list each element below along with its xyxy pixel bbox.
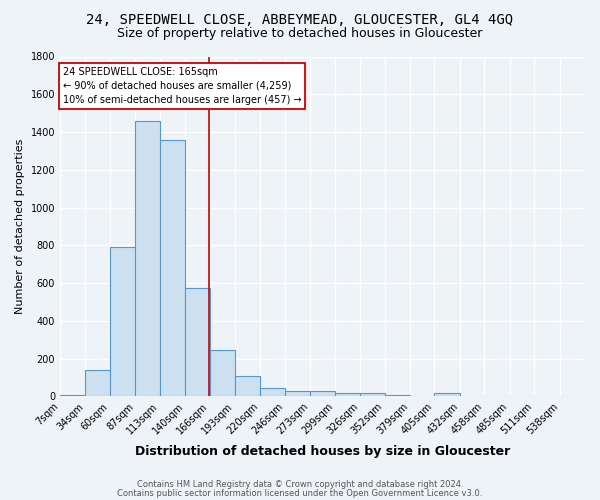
Text: 24, SPEEDWELL CLOSE, ABBEYMEAD, GLOUCESTER, GL4 4GQ: 24, SPEEDWELL CLOSE, ABBEYMEAD, GLOUCEST… xyxy=(86,12,514,26)
Bar xyxy=(185,288,209,397)
Text: 24 SPEEDWELL CLOSE: 165sqm
← 90% of detached houses are smaller (4,259)
10% of s: 24 SPEEDWELL CLOSE: 165sqm ← 90% of deta… xyxy=(63,67,301,105)
Bar xyxy=(385,394,410,396)
Bar xyxy=(310,392,335,396)
Bar xyxy=(85,370,110,396)
Text: Contains public sector information licensed under the Open Government Licence v3: Contains public sector information licen… xyxy=(118,488,482,498)
Bar xyxy=(434,392,460,396)
Bar xyxy=(160,140,185,396)
Text: Contains HM Land Registry data © Crown copyright and database right 2024.: Contains HM Land Registry data © Crown c… xyxy=(137,480,463,489)
Bar xyxy=(209,350,235,397)
Text: Size of property relative to detached houses in Gloucester: Size of property relative to detached ho… xyxy=(118,28,482,40)
Y-axis label: Number of detached properties: Number of detached properties xyxy=(15,139,25,314)
Bar xyxy=(60,394,85,396)
Bar xyxy=(260,388,285,396)
Bar xyxy=(136,120,160,396)
X-axis label: Distribution of detached houses by size in Gloucester: Distribution of detached houses by size … xyxy=(135,444,510,458)
Bar xyxy=(285,392,310,396)
Bar xyxy=(360,393,385,396)
Bar xyxy=(235,376,260,396)
Bar xyxy=(110,247,136,396)
Bar xyxy=(335,394,360,396)
